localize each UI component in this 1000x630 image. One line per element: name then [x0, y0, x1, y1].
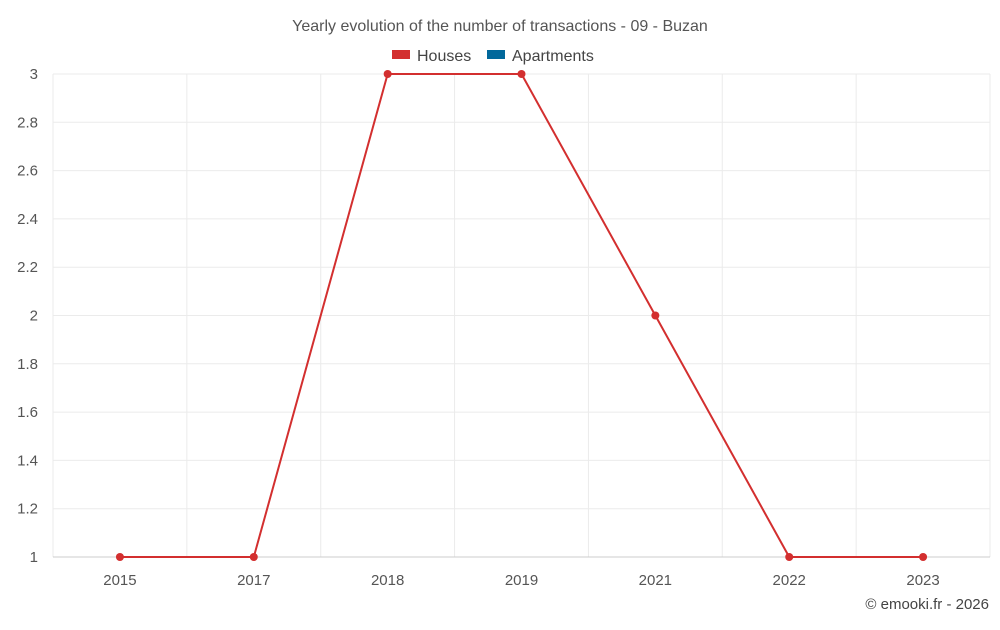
legend-swatch-apartments — [487, 50, 505, 59]
x-tick-label: 2018 — [371, 572, 404, 589]
series — [115, 70, 928, 561]
data-point-houses[interactable] — [785, 553, 794, 561]
axes: 1 1.2 1.4 1.6 1.8 2 2.2 2.4 2.6 2.8 3 2015 2017 2018 2… — [17, 66, 990, 589]
data-point-houses[interactable] — [651, 311, 660, 320]
y-tick-label: 1.6 — [17, 404, 38, 421]
legend-item-apartments[interactable]: Apartments — [487, 48, 594, 65]
y-tick-label: 2.6 — [17, 163, 38, 180]
x-tick-label: 2023 — [906, 572, 939, 589]
legend-swatch-houses — [392, 50, 410, 59]
legend-label-houses: Houses — [417, 48, 471, 65]
credit-text: © emooki.fr - 2026 — [865, 596, 989, 613]
y-tick-label: 2.2 — [17, 259, 38, 276]
x-tick-label: 2022 — [773, 572, 806, 589]
y-tick-label: 1.2 — [17, 501, 38, 518]
x-tick-label: 2021 — [639, 572, 672, 589]
y-tick-label: 3 — [30, 66, 38, 83]
y-tick-label: 1.8 — [17, 356, 38, 373]
data-point-houses[interactable] — [115, 553, 124, 561]
data-point-houses[interactable] — [383, 70, 392, 78]
y-tick-label: 2 — [30, 308, 38, 325]
x-tick-label: 2019 — [505, 572, 538, 589]
legend-label-apartments: Apartments — [512, 48, 594, 65]
grid — [52, 73, 991, 558]
legend-item-houses[interactable]: Houses — [392, 48, 471, 65]
y-tick-label: 1.4 — [17, 452, 38, 469]
y-tick-label: 1 — [30, 549, 38, 566]
y-tick-label: 2.8 — [17, 114, 38, 131]
x-tick-label: 2017 — [237, 572, 270, 589]
x-tick-label: 2015 — [103, 572, 136, 589]
legend: Houses Apartments — [392, 48, 594, 65]
data-point-houses[interactable] — [249, 553, 258, 561]
data-point-houses[interactable] — [919, 553, 928, 561]
data-point-houses[interactable] — [517, 70, 526, 78]
chart-title: Yearly evolution of the number of transa… — [292, 18, 708, 35]
y-tick-label: 2.4 — [17, 211, 38, 228]
